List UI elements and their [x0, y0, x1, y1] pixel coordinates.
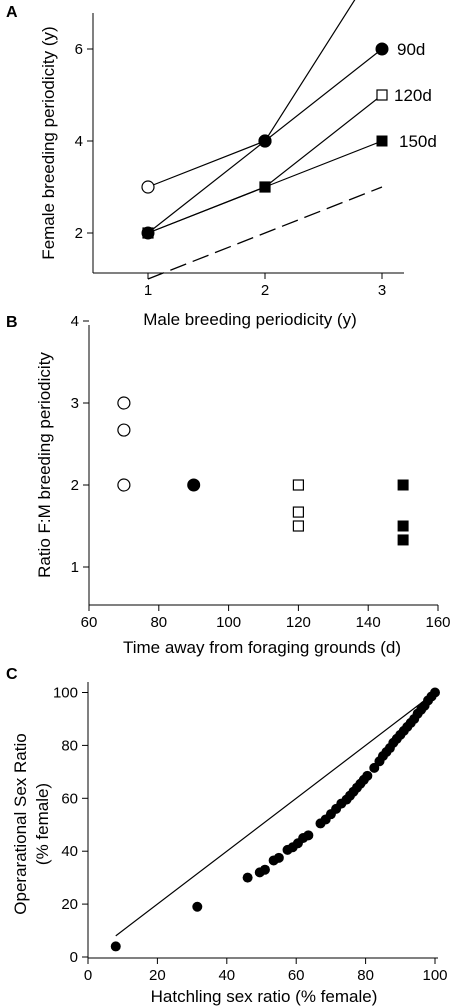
panel-a-letter: A [6, 4, 18, 21]
panel-c-letter: C [6, 666, 18, 683]
panel-b-y-tick-label: 3 [71, 395, 79, 412]
scatter-point [259, 864, 270, 875]
series-point-120d [376, 89, 388, 101]
panel-c-y-tick-label: 20 [61, 896, 78, 913]
panel-c-y-tick-label: 100 [53, 685, 78, 702]
panel-c-x-tick-label: 20 [149, 967, 166, 984]
scatter-point [397, 479, 409, 491]
panel-b-x-tick-label: 80 [150, 614, 167, 631]
panel-a-x-tick-label: 1 [144, 282, 152, 299]
panel-c-y-tick-label: 0 [70, 949, 78, 966]
series-point-90d [258, 134, 272, 148]
scatter-point [292, 479, 304, 491]
scatter-point [192, 901, 203, 912]
panel-b-y-tick-label: 1 [71, 559, 79, 576]
scatter-point [292, 506, 304, 518]
scatter-point [397, 520, 409, 532]
scatter-point [187, 478, 201, 492]
panel-c-y-tick-label: 60 [61, 790, 78, 807]
panel-b-x-axis-label: Time away from foraging grounds (d) [123, 638, 401, 657]
scatter-point [303, 830, 314, 841]
panel-b-x-tick-label: 60 [81, 614, 98, 631]
scatter-point [273, 852, 284, 863]
panel-c-x-tick-label: 60 [288, 967, 305, 984]
series-point-150d [259, 181, 271, 193]
panel-c-x-tick-label: 100 [422, 967, 447, 984]
panel-b-x-tick-label: 120 [286, 614, 311, 631]
panel-a: A1232468Male breeding periodicity (y)Fem… [6, 0, 437, 329]
scatter-point [117, 396, 131, 410]
series-line-70d [147, 0, 356, 188]
panel-c-y-tick-label: 40 [61, 843, 78, 860]
panel-c-x-axis-label: Hatchling sex ratio (% female) [151, 987, 378, 1006]
scatter-point [117, 423, 131, 437]
panel-b-x-tick-label: 160 [425, 614, 450, 631]
panel-b-x-tick-label: 140 [356, 614, 381, 631]
scatter-point [292, 520, 304, 532]
scatter-point [110, 941, 121, 952]
series-line-120d [147, 94, 383, 234]
panel-b: B 60 80 100 120 140 160 1 2 3 4 Time away from fora… [6, 313, 451, 657]
scatter-point [117, 478, 131, 492]
panel-c-x-tick-label: 40 [218, 967, 235, 984]
series-point-90d [375, 42, 389, 56]
panel-b-y-tick-label: 4 [71, 313, 79, 330]
panel-a-x-axis-label: Male breeding periodicity (y) [143, 310, 357, 329]
panel-c-x-tick-label: 0 [84, 967, 92, 984]
panel-b-x-tick-label: 100 [216, 614, 241, 631]
scatter-point [430, 687, 440, 698]
panel-a-x-tick-label: 2 [261, 282, 269, 299]
panel-c: C 0 20 40 60 80 100 0 20 40 60 80 100 Hatchling sex r… [6, 666, 448, 1006]
panel-a-y-tick-label: 4 [75, 133, 83, 150]
series-point-70d [141, 180, 155, 194]
panel-b-y-tick-label: 2 [71, 477, 79, 494]
panel-b-y-axis-label: Ratio F:M breeding periodicity [35, 352, 54, 578]
series-point-150d [376, 135, 388, 147]
series-point-150d [142, 227, 154, 239]
panel-c-y-tick-label: 80 [61, 737, 78, 754]
series-label-150d: 150d [399, 132, 437, 151]
panel-c-y-axis-label-line1: Operarational Sex Ratio [11, 733, 30, 914]
panel-c-x-tick-label: 80 [357, 967, 374, 984]
scatter-point [362, 770, 373, 781]
scatter-point [397, 534, 409, 546]
panel-a-x-tick-label: 3 [378, 282, 386, 299]
panel-c-reference-line [115, 692, 436, 937]
panel-b-letter: B [6, 314, 18, 331]
series-label-90d: 90d [397, 40, 425, 59]
panel-a-y-tick-label: 2 [75, 225, 83, 242]
scatter-point [242, 872, 253, 883]
panel-a-y-axis-label: Female breeding periodicity (y) [39, 26, 58, 259]
panel-c-y-axis-label-line2: (% female) [33, 783, 52, 865]
series-label-120d: 120d [394, 86, 432, 105]
panel-a-y-tick-label: 6 [75, 41, 83, 58]
panel-a-reference-line [147, 186, 383, 280]
